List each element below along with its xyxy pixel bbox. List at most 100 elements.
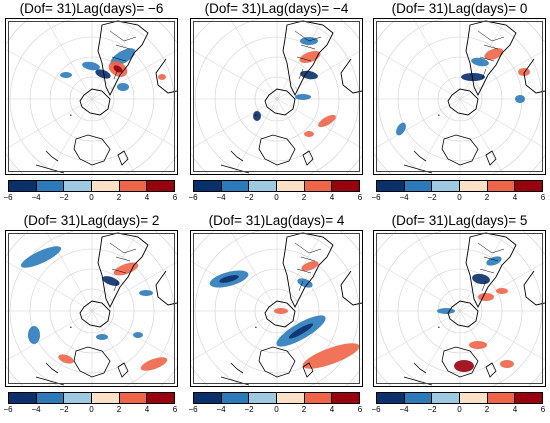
colorbar-tick-label: 2 — [484, 193, 490, 202]
africa-coastline — [155, 58, 177, 94]
colorbar-ticks: −6 −4 −2 0 2 4 6 — [188, 193, 363, 205]
colorbar-ticks: −6 −4 −2 0 2 4 6 — [3, 193, 177, 205]
colorbar-segment — [277, 181, 305, 191]
australia-coastline — [403, 134, 497, 174]
antarctica-coastline — [264, 300, 296, 328]
colorbar-segment — [194, 393, 222, 403]
panel-title: (Dof= 31)Lag(days)= 4 — [208, 213, 345, 228]
meridian-line — [374, 310, 461, 361]
colorbar-tick-label: −2 — [244, 405, 254, 414]
meridian-line — [191, 310, 278, 361]
colorbar-tick-label: −6 — [188, 193, 198, 202]
negative-anomaly — [471, 57, 489, 67]
pole-marker: • — [438, 113, 440, 119]
colorbar-segment — [249, 181, 278, 191]
negative-anomaly — [486, 256, 502, 266]
colorbar — [193, 392, 360, 404]
map-frame: • — [373, 18, 546, 175]
colorbar-segment — [515, 393, 543, 403]
colorbar-tick-label: 0 — [274, 193, 279, 202]
negative-anomaly — [20, 246, 62, 268]
colorbar-segment — [64, 393, 93, 403]
colorbar-segment — [119, 393, 148, 403]
pole-marker: • — [438, 325, 440, 331]
africa-coastline — [523, 58, 545, 94]
colorbar-ticks: −6 −4 −2 0 2 4 6 — [3, 405, 178, 417]
colorbar-segment — [36, 393, 65, 403]
colorbar-segment — [9, 393, 37, 403]
colorbar-segment — [9, 181, 37, 191]
positive-anomaly — [500, 360, 514, 368]
colorbar-tick-label: 6 — [357, 193, 363, 202]
negative-anomaly — [288, 323, 314, 339]
meridian-line — [416, 310, 461, 386]
country-borders — [109, 30, 137, 80]
negative-anomaly — [28, 326, 40, 344]
africa-coastline — [523, 270, 545, 306]
colorbar-tick-label: 6 — [172, 405, 178, 414]
negative-anomaly — [472, 273, 490, 285]
south-america-coastline — [282, 20, 334, 97]
meridian-line — [45, 19, 93, 100]
colorbar-tick-label: −4 — [31, 405, 41, 414]
negative-anomaly — [117, 83, 129, 91]
polar-map: • — [191, 231, 362, 386]
country-borders — [109, 242, 137, 292]
negative-anomaly — [515, 95, 525, 103]
pole-marker: • — [255, 113, 257, 119]
africa-coastline — [340, 58, 362, 94]
colorbar-tick-label: −2 — [59, 405, 69, 414]
colorbar-segment — [304, 393, 333, 403]
colorbar-tick-label: 2 — [484, 405, 490, 414]
negative-anomaly — [295, 94, 311, 100]
meridian-line — [374, 98, 461, 149]
australia-coastline — [220, 346, 314, 386]
meridian-line — [91, 231, 139, 312]
negative-anomaly — [96, 334, 108, 340]
colorbar-tick-label: 2 — [116, 193, 122, 202]
meridian-line — [459, 98, 545, 149]
polar-map: • — [6, 19, 177, 174]
colorbar-tick-label: −2 — [427, 405, 437, 414]
meridian-line — [6, 310, 93, 361]
negative-anomaly — [133, 332, 143, 338]
meridian-line — [6, 98, 93, 149]
map-panel: (Dof= 31)Lag(days)= 0 • −6 −4 −2 0 2 4 6 — [368, 0, 550, 211]
map-frame: • — [190, 18, 363, 175]
australia-coastline — [35, 134, 129, 174]
colorbar-tick-label: 0 — [457, 193, 462, 202]
positive-anomaly — [140, 357, 168, 371]
colorbar-tick-label: 6 — [540, 193, 546, 202]
colorbar-segment — [221, 181, 250, 191]
negative-anomaly — [60, 72, 72, 78]
negative-anomaly — [300, 70, 318, 80]
negative-anomaly — [95, 69, 111, 79]
colorbar-segment — [36, 181, 65, 191]
colorbar-segment — [147, 393, 175, 403]
positive-anomaly — [478, 293, 494, 301]
colorbar-tick-label: −6 — [371, 193, 381, 202]
meridian-line — [230, 19, 278, 100]
colorbar-segment — [404, 181, 433, 191]
polar-map: • — [374, 231, 545, 386]
negative-anomaly — [461, 73, 485, 81]
pole-marker: • — [70, 113, 72, 119]
colorbar-segment — [119, 181, 148, 191]
colorbar-ticks: −6 −4 −2 0 2 4 6 — [371, 193, 546, 205]
country-borders — [477, 242, 505, 292]
colorbar-tick-label: 0 — [274, 405, 279, 414]
colorbar-tick-label: −6 — [371, 405, 381, 414]
map-panel: (Dof= 31)Lag(days)= −4 • −6 −4 −2 0 2 4 6 — [185, 0, 368, 211]
meridian-line — [416, 98, 461, 174]
colorbar-segment — [377, 181, 405, 191]
polar-map: • — [191, 19, 362, 174]
meridian-line — [191, 98, 278, 149]
negative-anomaly — [219, 275, 239, 283]
panel-title: (Dof= 31)Lag(days)= −4 — [204, 1, 349, 16]
antarctica-coastline — [447, 300, 479, 328]
positive-anomaly — [454, 360, 474, 372]
negative-anomaly — [396, 122, 406, 136]
positive-anomaly — [274, 308, 288, 314]
meridian-line — [413, 19, 461, 100]
positive-anomaly — [304, 131, 314, 137]
